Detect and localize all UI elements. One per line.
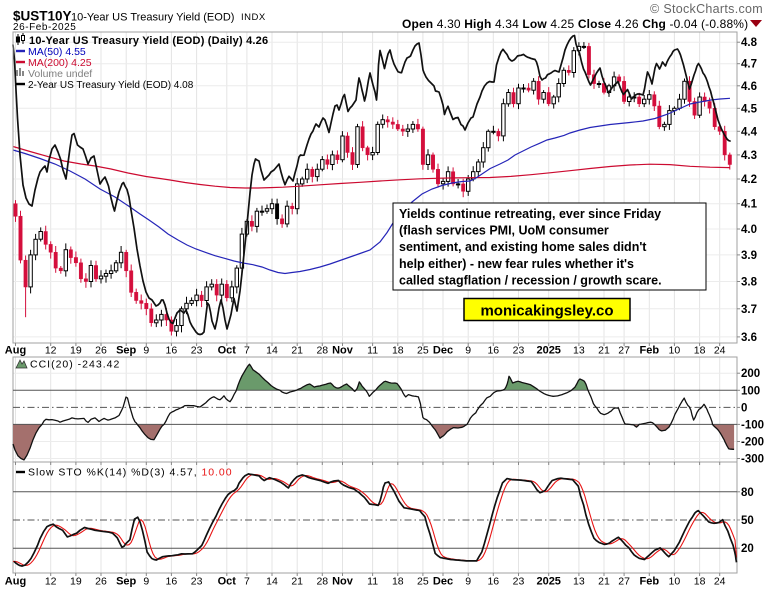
svg-text:18: 18	[694, 345, 706, 357]
svg-text:100: 100	[741, 385, 760, 397]
svg-text:21: 21	[291, 576, 303, 588]
svg-text:2-Year US Treasury Yield (EOD): 2-Year US Treasury Yield (EOD) 4.08	[28, 80, 194, 91]
svg-text:monicakingsley.co: monicakingsley.co	[480, 303, 613, 320]
svg-text:0: 0	[741, 402, 747, 414]
svg-text:called stagflation / recession: called stagflation / recession / growth …	[399, 273, 662, 287]
svg-text:Feb: Feb	[640, 576, 660, 588]
svg-text:24: 24	[714, 345, 726, 357]
svg-text:11: 11	[367, 345, 378, 357]
svg-text:14: 14	[266, 345, 278, 357]
svg-text:-200: -200	[741, 437, 764, 449]
svg-text:2025: 2025	[536, 345, 560, 357]
svg-text:MA(50) 4.55: MA(50) 4.55	[28, 46, 86, 58]
svg-text:3.7: 3.7	[741, 304, 757, 316]
svg-text:23: 23	[513, 345, 525, 357]
svg-text:16: 16	[166, 345, 178, 357]
svg-text:2025: 2025	[536, 576, 560, 588]
svg-text:21: 21	[598, 345, 610, 357]
svg-text:28: 28	[316, 576, 328, 588]
svg-text:-300: -300	[741, 454, 764, 466]
svg-text:Nov: Nov	[332, 576, 354, 588]
svg-text:4.4: 4.4	[741, 126, 758, 138]
svg-text:Volume undef: Volume undef	[28, 68, 92, 80]
svg-text:4.0: 4.0	[741, 224, 757, 236]
svg-text:200: 200	[741, 368, 760, 380]
svg-text:27: 27	[618, 576, 630, 588]
svg-text:3.9: 3.9	[741, 250, 757, 262]
svg-text:19: 19	[70, 576, 82, 588]
svg-text:25: 25	[417, 576, 429, 588]
svg-text:© StockCharts.com: © StockCharts.com	[650, 2, 763, 16]
svg-text:sentiment, and existing home s: sentiment, and existing home sales didn'…	[399, 240, 647, 254]
svg-text:13: 13	[573, 576, 585, 588]
svg-text:-100: -100	[741, 419, 764, 431]
svg-text:Dec: Dec	[433, 576, 453, 588]
svg-text:Yields continue retreating, ev: Yields continue retreating, ever since F…	[399, 207, 661, 221]
svg-text:20: 20	[741, 543, 754, 555]
svg-text:26: 26	[95, 576, 107, 588]
svg-text:16: 16	[166, 576, 178, 588]
svg-text:Feb: Feb	[640, 345, 660, 357]
svg-text:16: 16	[487, 576, 499, 588]
svg-text:Dec: Dec	[433, 345, 453, 357]
svg-text:27: 27	[618, 345, 630, 357]
svg-text:9: 9	[143, 345, 149, 357]
svg-text:MA(200) 4.25: MA(200) 4.25	[28, 57, 92, 69]
svg-text:Sep: Sep	[116, 345, 136, 357]
svg-text:Oct: Oct	[218, 576, 237, 588]
svg-text:4.3: 4.3	[741, 150, 757, 162]
svg-text:23: 23	[191, 576, 203, 588]
svg-text:Open 4.30 High 4.34 Low 4.25 C: Open 4.30 High 4.34 Low 4.25 Close 4.26 …	[402, 17, 748, 31]
svg-text:9: 9	[465, 576, 471, 588]
svg-text:26-Feb-2025: 26-Feb-2025	[13, 22, 76, 33]
svg-text:Aug: Aug	[5, 576, 26, 588]
svg-text:21: 21	[291, 345, 303, 357]
svg-text:26: 26	[95, 345, 107, 357]
svg-text:Slow STO %K(14) %D(3) 4.57, 10: Slow STO %K(14) %D(3) 4.57, 10.00	[28, 467, 233, 479]
svg-text:50: 50	[741, 515, 754, 527]
svg-text:10: 10	[669, 576, 681, 588]
svg-text:9: 9	[465, 345, 471, 357]
svg-text:(flash services PMI, UoM consu: (flash services PMI, UoM consumer	[399, 224, 609, 238]
svg-text:Oct: Oct	[218, 345, 237, 357]
svg-text:12: 12	[45, 345, 57, 357]
svg-text:10-Year US Treasury Yield (EOD: 10-Year US Treasury Yield (EOD) (Daily) …	[29, 35, 268, 47]
svg-text:4.5: 4.5	[741, 103, 758, 115]
svg-text:25: 25	[417, 345, 429, 357]
svg-text:Nov: Nov	[332, 345, 354, 357]
svg-text:4.7: 4.7	[741, 59, 757, 71]
svg-text:3.6: 3.6	[741, 332, 757, 344]
svg-text:19: 19	[70, 345, 82, 357]
svg-text:80: 80	[741, 487, 754, 499]
svg-text:11: 11	[367, 576, 378, 588]
svg-text:CCI(20) -243.42: CCI(20) -243.42	[30, 359, 120, 371]
svg-text:INDX: INDX	[241, 12, 266, 23]
svg-text:4.8: 4.8	[741, 37, 758, 49]
svg-text:7: 7	[244, 576, 250, 588]
svg-text:3.8: 3.8	[741, 277, 758, 289]
svg-text:10-Year US Treasury Yield (EOD: 10-Year US Treasury Yield (EOD)	[71, 12, 234, 24]
svg-text:13: 13	[573, 345, 585, 357]
svg-text:23: 23	[191, 345, 203, 357]
svg-text:16: 16	[487, 345, 499, 357]
svg-text:12: 12	[45, 576, 57, 588]
svg-text:18: 18	[392, 576, 404, 588]
svg-text:18: 18	[392, 345, 404, 357]
svg-text:4.2: 4.2	[741, 174, 757, 186]
svg-text:10: 10	[669, 345, 681, 357]
svg-text:9: 9	[143, 576, 149, 588]
svg-text:$UST10Y: $UST10Y	[13, 9, 72, 24]
svg-text:14: 14	[266, 576, 278, 588]
svg-text:Sep: Sep	[116, 576, 136, 588]
svg-text:7: 7	[244, 345, 250, 357]
svg-text:Aug: Aug	[5, 345, 26, 357]
svg-text:4.1: 4.1	[741, 199, 758, 211]
svg-text:help either) - new fear rules: help either) - new fear rules whether it…	[399, 257, 634, 271]
svg-text:24: 24	[714, 576, 726, 588]
svg-text:4.6: 4.6	[741, 81, 757, 93]
svg-text:28: 28	[316, 345, 328, 357]
svg-text:23: 23	[513, 576, 525, 588]
svg-text:21: 21	[598, 576, 610, 588]
svg-text:18: 18	[694, 576, 706, 588]
